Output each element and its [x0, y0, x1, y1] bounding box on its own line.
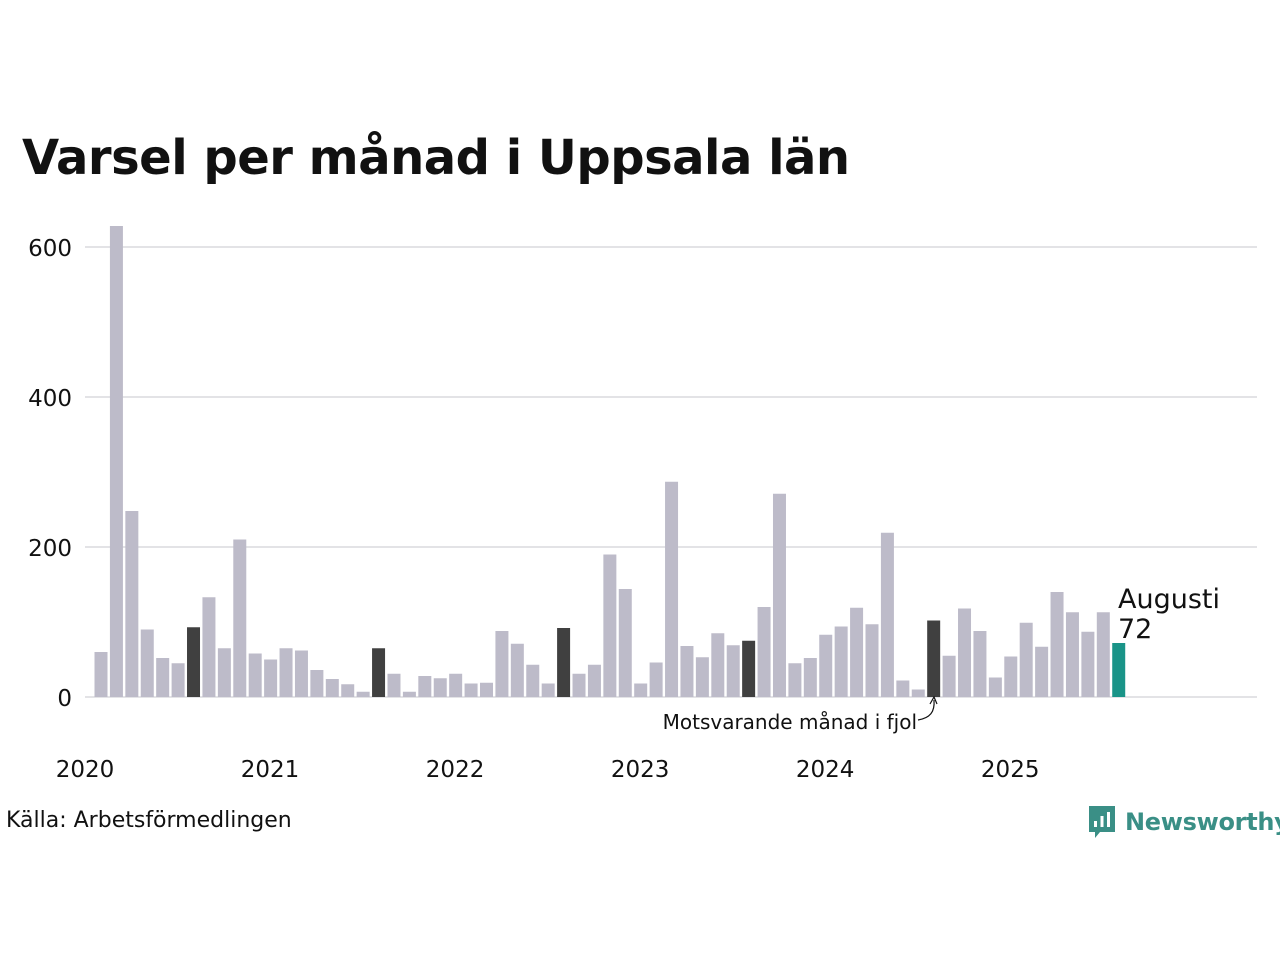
- bar: [603, 554, 617, 697]
- bar: [387, 673, 401, 697]
- bar: [310, 670, 324, 697]
- bar-same-month: [187, 627, 201, 697]
- x-tick-label: 2024: [796, 757, 855, 783]
- bar: [834, 626, 848, 697]
- current-month-value: 72: [1118, 614, 1152, 645]
- bar: [819, 634, 833, 697]
- bar: [140, 629, 154, 697]
- bar: [757, 607, 771, 697]
- bar: [1050, 592, 1064, 697]
- bar: [1019, 622, 1033, 697]
- bar: [1065, 612, 1079, 697]
- x-axis-labels: 2020 2021 2022 2023 2024 2025: [56, 757, 1040, 783]
- y-tick-label: 200: [28, 536, 72, 562]
- annotation-label: Motsvarande månad i fjol: [663, 710, 917, 734]
- bar: [356, 691, 370, 697]
- bar: [1081, 631, 1095, 697]
- x-tick-label: 2021: [241, 757, 300, 783]
- bar: [109, 226, 123, 697]
- bars: [94, 226, 1126, 697]
- y-axis-labels: 0 200 400 600: [28, 236, 72, 712]
- x-tick-label: 2025: [981, 757, 1040, 783]
- bar: [911, 689, 925, 697]
- bar: [233, 539, 247, 697]
- bar: [526, 664, 540, 697]
- bar: [248, 653, 262, 697]
- bar: [510, 643, 524, 697]
- bar: [1096, 612, 1110, 697]
- bar: [402, 691, 416, 697]
- annotation-arrow: [917, 699, 935, 721]
- brand-name: Newsworthy: [1125, 808, 1280, 836]
- bar-same-month: [927, 620, 941, 697]
- bar: [665, 481, 679, 697]
- bar: [341, 684, 355, 697]
- bar: [880, 532, 894, 697]
- bar-same-month: [742, 640, 756, 697]
- bar-current-month: [1112, 643, 1126, 697]
- bar-chart-logo-icon: [1089, 806, 1115, 838]
- bar: [217, 648, 231, 697]
- bar: [541, 683, 555, 697]
- bar: [726, 645, 740, 697]
- bar: [202, 597, 216, 697]
- bar: [171, 663, 185, 697]
- bar: [958, 608, 972, 697]
- bar-same-month: [557, 628, 571, 697]
- bar: [279, 648, 293, 697]
- y-tick-label: 600: [28, 236, 72, 262]
- x-tick-label: 2020: [56, 757, 115, 783]
- bar: [264, 659, 278, 697]
- y-tick-label: 0: [57, 686, 72, 712]
- bar: [973, 631, 987, 697]
- chart-title: Varsel per månad i Uppsala län: [22, 130, 850, 186]
- bar: [942, 655, 956, 697]
- source-note: Källa: Arbetsförmedlingen: [6, 808, 292, 833]
- x-tick-label: 2022: [426, 757, 485, 783]
- bar: [649, 662, 663, 697]
- bar-same-month: [372, 648, 386, 697]
- bar: [988, 677, 1002, 697]
- bar: [850, 607, 864, 697]
- bar: [156, 658, 170, 697]
- bar: [865, 624, 879, 697]
- y-tick-label: 400: [28, 386, 72, 412]
- bar: [464, 683, 478, 697]
- bar: [495, 631, 509, 697]
- current-month-label: Augusti: [1118, 584, 1220, 615]
- bar: [680, 646, 694, 697]
- annotation-arrowhead: [929, 695, 938, 705]
- bar: [433, 678, 447, 697]
- newsworthy-logo: Newsworthy: [1087, 804, 1280, 840]
- bar: [294, 650, 308, 697]
- bar: [896, 680, 910, 697]
- bar: [325, 679, 339, 697]
- bar: [480, 682, 493, 697]
- bar: [803, 658, 817, 697]
- x-tick-label: 2023: [611, 757, 670, 783]
- bar: [94, 652, 108, 697]
- bar: [572, 673, 586, 697]
- bar: [788, 663, 802, 697]
- bar: [695, 657, 709, 697]
- bar: [1035, 646, 1049, 697]
- bar: [1004, 656, 1018, 697]
- bar: [449, 673, 463, 697]
- bar: [772, 493, 786, 697]
- bar: [587, 664, 601, 697]
- bar: [125, 511, 139, 697]
- bar: [711, 633, 725, 697]
- bar: [634, 683, 648, 697]
- bar: [418, 676, 432, 697]
- bar: [618, 589, 632, 697]
